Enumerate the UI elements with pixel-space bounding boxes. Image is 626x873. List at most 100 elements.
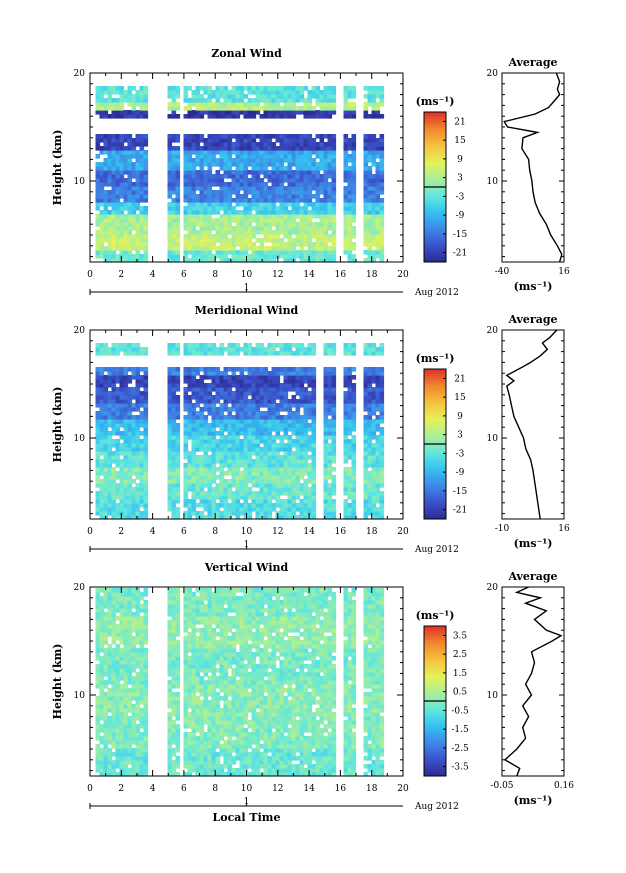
heatmap-cell <box>375 202 381 207</box>
heatmap-cell <box>287 407 293 412</box>
heatmap-cell <box>323 182 329 187</box>
heatmap-cell <box>331 102 337 107</box>
heatmap-cell <box>347 467 353 472</box>
heatmap-cell <box>267 142 273 147</box>
heatmap-cell <box>271 375 277 380</box>
heatmap-cell <box>271 150 277 155</box>
heatmap-cell <box>219 395 225 400</box>
heatmap-cell <box>239 475 245 480</box>
heatmap-cell <box>243 467 249 472</box>
colorbar-swatch <box>424 210 446 214</box>
heatmap-cell <box>231 415 237 420</box>
heatmap-cell <box>235 142 241 147</box>
heatmap-cell <box>119 174 125 179</box>
heatmap-cell <box>371 435 377 440</box>
heatmap-cell <box>255 347 261 352</box>
average-y-tick-label: 10 <box>487 434 499 444</box>
heatmap-cell <box>267 403 273 408</box>
heatmap-cell <box>259 391 265 396</box>
heatmap-cell <box>371 214 377 219</box>
heatmap-cell <box>199 443 205 448</box>
heatmap-cell <box>363 447 369 452</box>
heatmap-cell <box>287 435 293 440</box>
heatmap-cell <box>263 495 269 500</box>
heatmap-cell <box>207 427 213 432</box>
heatmap-cell <box>347 427 353 432</box>
heatmap-cell <box>127 98 133 103</box>
heatmap-cell <box>207 150 213 155</box>
heatmap-cell <box>95 86 101 91</box>
heatmap-cell <box>187 110 193 115</box>
heatmap-cell <box>311 499 317 504</box>
heatmap-cell <box>95 495 101 500</box>
heatmap-cell <box>347 423 353 428</box>
heatmap-cell <box>175 379 181 384</box>
heatmap-cell <box>315 214 321 219</box>
heatmap-cell <box>95 246 101 251</box>
colorbar-tick-label: 15 <box>454 136 466 146</box>
heatmap-cell <box>135 166 141 171</box>
heatmap-cell <box>119 379 125 384</box>
heatmap-cell <box>219 238 225 243</box>
heatmap-cell <box>323 258 329 263</box>
heatmap-cell <box>227 214 233 219</box>
heatmap-cell <box>251 395 257 400</box>
heatmap-cell <box>307 367 313 372</box>
heatmap-cell <box>367 202 373 207</box>
heatmap-cell <box>307 491 313 496</box>
heatmap-cell <box>243 447 249 452</box>
heatmap-cell <box>139 182 145 187</box>
heatmap-cell <box>291 142 297 147</box>
heatmap-cell <box>379 154 385 159</box>
heatmap-cell <box>367 459 373 464</box>
heatmap-cell <box>175 146 181 151</box>
heatmap-cell <box>99 106 105 111</box>
heatmap-cell <box>307 230 313 235</box>
colorbar-swatch <box>424 441 446 445</box>
heatmap-cell <box>171 206 177 211</box>
colorbar-swatch <box>424 158 446 162</box>
heatmap-cell <box>291 154 297 159</box>
heatmap-cell <box>379 254 385 259</box>
heatmap-cell <box>303 471 309 476</box>
heatmap-cell <box>119 451 125 456</box>
heatmap-cell <box>215 250 221 255</box>
heatmap-cell <box>363 174 369 179</box>
heatmap-cell <box>195 230 201 235</box>
heatmap-cell <box>259 86 265 91</box>
heatmap-cell <box>171 375 177 380</box>
heatmap-cell <box>143 467 149 472</box>
heatmap-cell <box>215 419 221 424</box>
heatmap-cell <box>271 194 277 199</box>
heatmap-cell <box>287 182 293 187</box>
heatmap-cell <box>223 435 229 440</box>
heatmap-cell <box>191 214 197 219</box>
heatmap-cell <box>259 487 265 492</box>
heatmap-cell <box>271 246 277 251</box>
heatmap-cell <box>311 222 317 227</box>
heatmap-cell <box>279 435 285 440</box>
heatmap-cell <box>343 371 349 376</box>
heatmap-cell <box>307 391 313 396</box>
heatmap-cell <box>343 503 349 508</box>
heatmap-cell <box>331 343 337 348</box>
heatmap-cell <box>267 98 273 103</box>
heatmap-cell <box>367 218 373 223</box>
heatmap-cell <box>223 198 229 203</box>
heatmap-cell <box>223 202 229 207</box>
heatmap-cell <box>343 190 349 195</box>
heatmap-cell <box>223 102 229 107</box>
heatmap-cell <box>107 246 113 251</box>
heatmap-cell <box>303 347 309 352</box>
heatmap-cell <box>103 511 109 516</box>
heatmap-cell <box>143 415 149 420</box>
heatmap-cell <box>363 230 369 235</box>
heatmap-cell <box>251 182 257 187</box>
heatmap-cell <box>379 471 385 476</box>
heatmap-cell <box>199 242 205 247</box>
heatmap-cell <box>207 495 213 500</box>
heatmap-cell <box>99 499 105 504</box>
heatmap-cell <box>379 455 385 460</box>
heatmap-cell <box>323 375 329 380</box>
heatmap-cell <box>311 166 317 171</box>
